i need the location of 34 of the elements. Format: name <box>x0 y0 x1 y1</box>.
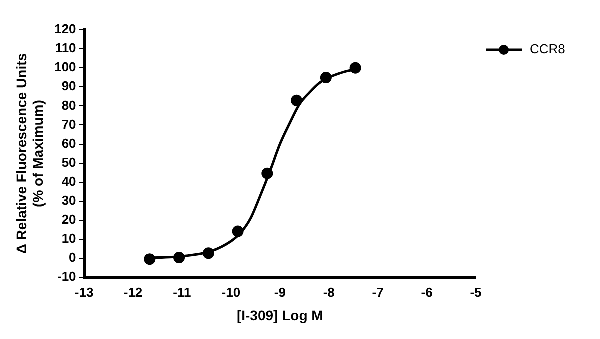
y-tick-label: 20 <box>62 212 76 228</box>
x-tick-label: -6 <box>421 284 433 300</box>
x-tick-label: -10 <box>222 284 241 300</box>
point <box>174 252 186 264</box>
point <box>202 248 214 260</box>
y-tick-label: 110 <box>55 40 76 56</box>
point <box>350 62 362 74</box>
x-tick-label: -11 <box>173 284 192 300</box>
y-tick-label: 60 <box>62 136 76 151</box>
y-tick-label: -10 <box>57 269 76 284</box>
y-tick-label: 80 <box>62 98 76 113</box>
x-tick-label: -7 <box>372 284 384 300</box>
x-axis-title: [I-309] Log M <box>236 307 324 324</box>
point <box>144 254 156 266</box>
x-tick-label: -13 <box>74 284 94 300</box>
point <box>291 94 303 106</box>
legend-label: CCR8 <box>530 42 566 57</box>
y-tick-label: 90 <box>62 78 76 94</box>
x-tick-label: -9 <box>274 284 286 300</box>
y-tick-label: 50 <box>62 154 76 170</box>
y-tick-label: 70 <box>62 116 76 132</box>
y-tick-label: 10 <box>62 231 76 246</box>
point <box>320 72 332 84</box>
point <box>232 226 244 238</box>
y-tick-label: 120 <box>54 22 76 37</box>
y-tick-label: 100 <box>54 60 76 75</box>
y-tick-label: 40 <box>62 174 76 189</box>
x-tick-label: -5 <box>470 284 482 300</box>
x-tick-label: -8 <box>323 284 335 300</box>
y-axis-title: Δ Relative Fluorescence Units (% of Maximum) <box>13 53 46 254</box>
y-tick-label: 30 <box>62 192 76 208</box>
x-tick-label: -12 <box>124 284 143 300</box>
point <box>262 168 274 180</box>
y-tick-label: 0 <box>69 250 76 266</box>
